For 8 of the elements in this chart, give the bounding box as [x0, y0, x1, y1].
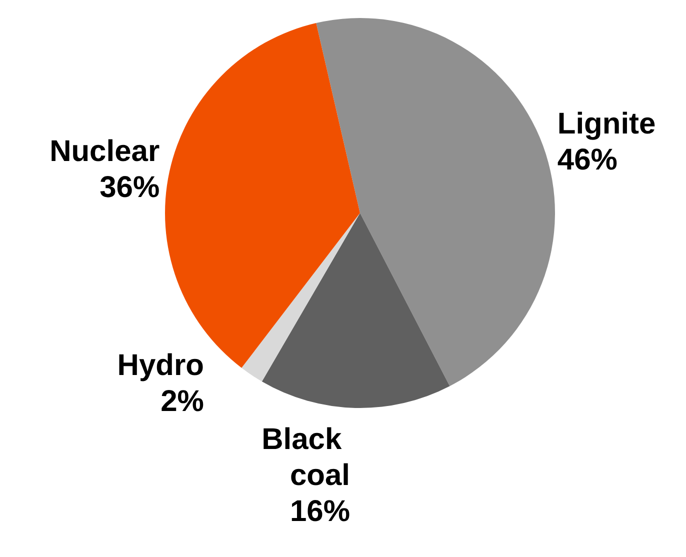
slice-label: Lignite: [557, 108, 656, 141]
data-label: 46%: [557, 144, 618, 177]
data-label: 36%: [100, 171, 160, 204]
data-label: 2%: [160, 384, 204, 418]
slice-label: Nuclear: [50, 135, 160, 168]
slice-label: Black coal: [262, 422, 350, 492]
slice-label: Hydro: [117, 348, 204, 382]
data-label: 16%: [290, 494, 350, 528]
